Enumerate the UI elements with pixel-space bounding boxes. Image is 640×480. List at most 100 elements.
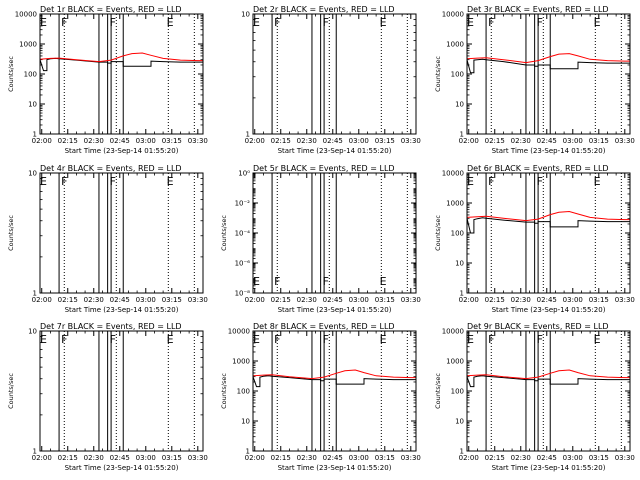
x-tick-label: 02:30 xyxy=(297,454,317,462)
y-tick-label: 1 xyxy=(246,131,250,139)
panel-title: Det 9r BLACK = Events, RED = LLD xyxy=(467,322,609,331)
y-axis-label: Counts/sec xyxy=(7,373,15,409)
x-tick-label: 02:15 xyxy=(485,137,505,145)
plot-frame xyxy=(39,172,204,294)
x-tick-label: 03:30 xyxy=(615,296,635,304)
marker-label: E xyxy=(380,275,387,288)
y-tick-label: 1 xyxy=(33,131,37,139)
panel-title: Det 1r BLACK = Events, RED = LLD xyxy=(40,5,182,14)
y-tick-label: 1 xyxy=(460,448,464,456)
lld-series-line xyxy=(466,53,630,64)
marker-label: F xyxy=(323,333,329,346)
x-tick-label: 03:30 xyxy=(401,137,421,145)
marker-label: E xyxy=(380,16,387,29)
y-tick-label: 10000 xyxy=(15,11,37,19)
detector-panel-9: Det 9r BLACK = Events, RED = LLD Counts/s… xyxy=(434,322,635,472)
x-tick-label: 02:45 xyxy=(537,137,557,145)
marker-label: F xyxy=(488,175,494,188)
x-tick-label: 02:45 xyxy=(537,454,557,462)
x-axis-label: Start Time (23-Sep-14 01:55:20) xyxy=(492,306,606,314)
x-axis-label: Start Time (23-Sep-14 01:55:20) xyxy=(278,306,392,314)
y-tick-label: 10000 xyxy=(442,328,464,336)
detector-panel-7: Det 7r BLACK = Events, RED = LLD Counts/s… xyxy=(7,322,208,472)
detector-panel-1: Det 1r BLACK = Events, RED = LLD Counts/s… xyxy=(7,5,208,155)
x-tick-label: 03:30 xyxy=(188,296,208,304)
detector-panel-5: Det 5r BLACK = Events, RED = LLD Counts/s… xyxy=(220,164,421,314)
x-tick-label: 02:15 xyxy=(485,296,505,304)
y-tick-label: 10 xyxy=(28,328,37,336)
x-tick-label: 03:15 xyxy=(162,137,182,145)
x-tick-label: 03:00 xyxy=(563,296,583,304)
x-tick-label: 02:00 xyxy=(245,296,265,304)
x-tick-label: 03:00 xyxy=(136,137,156,145)
x-tick-label: 03:30 xyxy=(615,137,635,145)
marker-label: E xyxy=(253,16,260,29)
plot-frame xyxy=(252,172,417,294)
marker-label: E xyxy=(467,175,474,188)
marker-label: F xyxy=(537,16,543,29)
marker-label: F xyxy=(488,16,494,29)
y-axis-label: Counts/sec xyxy=(434,373,442,409)
plot-frame xyxy=(252,13,417,135)
marker-label: E xyxy=(594,175,601,188)
y-axis-label: Counts/sec xyxy=(7,215,15,251)
x-tick-label: 02:30 xyxy=(511,454,531,462)
lld-series-line xyxy=(252,369,416,380)
y-tick-label: 10⁻² xyxy=(235,200,251,208)
marker-label: F xyxy=(110,16,116,29)
panel-title: Det 6r BLACK = Events, RED = LLD xyxy=(467,164,609,173)
marker-label: F xyxy=(110,333,116,346)
detector-panel-2: Det 2r BLACK = Events, RED = LLD Start Ti… xyxy=(241,5,421,155)
marker-label: E xyxy=(40,333,47,346)
detector-panel-6: Det 6r BLACK = Events, RED = LLD Counts/s… xyxy=(434,164,635,314)
x-tick-label: 02:45 xyxy=(110,454,130,462)
x-tick-label: 02:30 xyxy=(84,296,104,304)
y-tick-label: 100 xyxy=(24,71,37,79)
y-tick-label: 10 xyxy=(455,418,464,426)
y-tick-label: 1000 xyxy=(232,358,250,366)
y-axis-label: Counts/sec xyxy=(220,215,228,251)
x-tick-label: 02:00 xyxy=(459,296,479,304)
y-tick-label: 10 xyxy=(28,101,37,109)
y-tick-label: 10 xyxy=(241,11,250,19)
x-tick-label: 03:30 xyxy=(401,296,421,304)
x-tick-label: 03:00 xyxy=(563,137,583,145)
y-tick-label: 100 xyxy=(237,388,250,396)
marker-label: F xyxy=(323,16,329,29)
x-tick-label: 02:15 xyxy=(271,137,291,145)
x-tick-label: 02:45 xyxy=(110,137,130,145)
x-tick-label: 02:00 xyxy=(32,296,52,304)
x-tick-label: 02:30 xyxy=(84,137,104,145)
marker-label: F xyxy=(323,275,329,288)
marker-label: F xyxy=(274,16,280,29)
x-tick-label: 02:00 xyxy=(245,454,265,462)
y-tick-label: 1 xyxy=(246,448,250,456)
panel-title: Det 8r BLACK = Events, RED = LLD xyxy=(253,322,395,331)
x-tick-label: 03:00 xyxy=(349,454,369,462)
y-tick-label: 10⁻⁶ xyxy=(235,260,251,268)
x-tick-label: 02:45 xyxy=(323,137,343,145)
marker-label: E xyxy=(253,275,260,288)
y-tick-label: 10⁻⁴ xyxy=(235,230,251,238)
x-axis-label: Start Time (23-Sep-14 01:55:20) xyxy=(278,147,392,155)
x-axis-label: Start Time (23-Sep-14 01:55:20) xyxy=(492,147,606,155)
marker-label: F xyxy=(274,275,280,288)
marker-label: E xyxy=(467,16,474,29)
x-tick-label: 02:15 xyxy=(485,454,505,462)
x-tick-label: 02:15 xyxy=(58,137,78,145)
panel-title: Det 5r BLACK = Events, RED = LLD xyxy=(253,164,395,173)
detector-panel-3: Det 3r BLACK = Events, RED = LLD Counts/s… xyxy=(434,5,635,155)
detector-panel-8: Det 8r BLACK = Events, RED = LLD Counts/s… xyxy=(220,322,421,472)
plot-frame xyxy=(39,13,204,135)
y-tick-label: 100 xyxy=(451,71,464,79)
x-tick-label: 02:00 xyxy=(459,137,479,145)
marker-label: F xyxy=(537,333,543,346)
x-axis-label: Start Time (23-Sep-14 01:55:20) xyxy=(65,306,179,314)
panel-title: Det 4r BLACK = Events, RED = LLD xyxy=(40,164,182,173)
x-tick-label: 02:30 xyxy=(84,454,104,462)
y-tick-label: 10 xyxy=(455,101,464,109)
y-tick-label: 10 xyxy=(455,260,464,268)
marker-label: E xyxy=(253,333,260,346)
marker-label: E xyxy=(167,16,174,29)
y-axis-label: Counts/sec xyxy=(7,56,15,92)
